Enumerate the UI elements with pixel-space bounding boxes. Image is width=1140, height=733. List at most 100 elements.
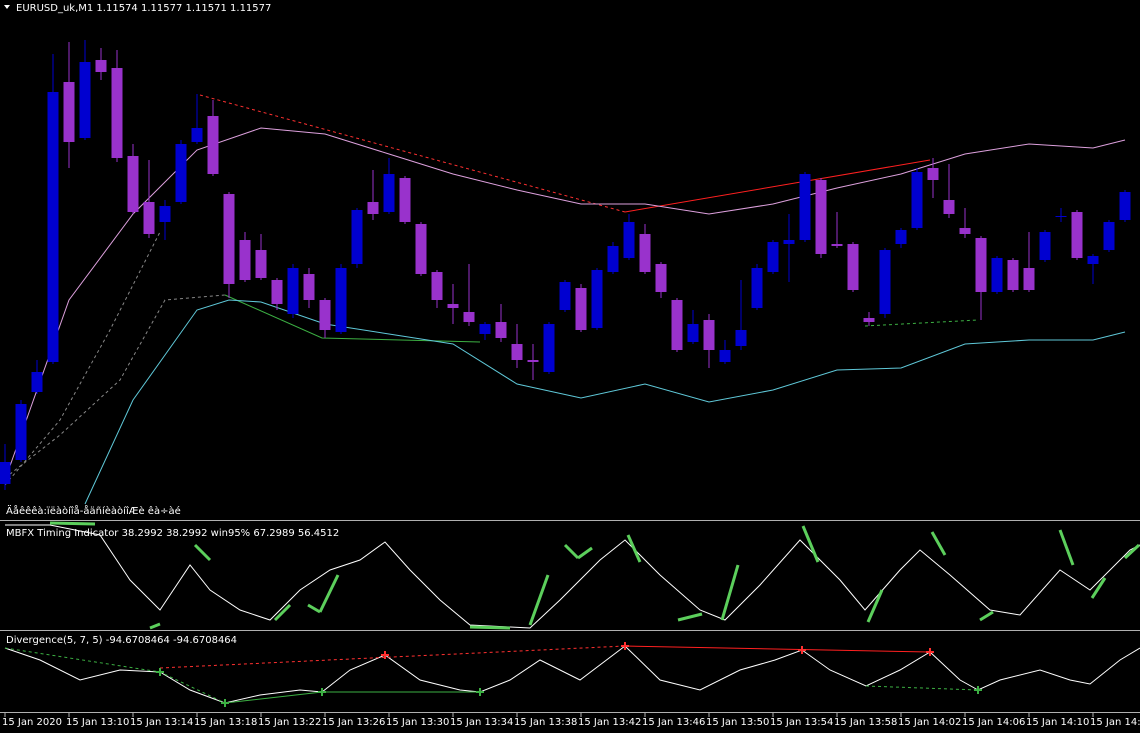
time-label: 15 Jan 13:30 (386, 717, 449, 728)
time-label: 15 Jan 14:02 (898, 717, 961, 728)
candle-body (159, 206, 171, 222)
candle-body (767, 242, 779, 272)
support-line (864, 319, 979, 327)
time-label: 15 Jan 13:42 (578, 717, 641, 728)
resistance-line (624, 159, 931, 213)
dropdown-arrow[interactable] (4, 5, 10, 9)
candle-body (799, 174, 811, 240)
candle-body (895, 230, 907, 244)
candle-body (431, 272, 443, 300)
candle-body (847, 244, 859, 290)
candle-body (1119, 192, 1131, 220)
candle-body (1071, 212, 1083, 258)
candle-body (447, 304, 459, 308)
candle-body (927, 168, 939, 180)
band-line (84, 299, 1126, 505)
candle-body (975, 238, 987, 292)
candle-body (271, 280, 283, 304)
candle-body (591, 270, 603, 328)
candle-body (127, 156, 139, 212)
time-label: 15 Jan 14:10 (1026, 717, 1089, 728)
candle-body (239, 240, 251, 280)
candle-body (575, 288, 587, 330)
candle-body (415, 224, 427, 274)
candle-body (479, 324, 491, 334)
time-label: 15 Jan 14:06 (962, 717, 1025, 728)
candle-body (1103, 222, 1115, 250)
candle-body (0, 462, 11, 484)
candle-body (1055, 216, 1067, 217)
candle-body (559, 282, 571, 310)
time-label: 15 Jan 13:34 (450, 717, 513, 728)
time-label: 15 Jan 14:14 (1090, 717, 1140, 728)
candle-body (639, 234, 651, 272)
candle-body (879, 250, 891, 314)
time-label: 15 Jan 13:26 (322, 717, 385, 728)
candle-body (47, 92, 59, 362)
candle-body (943, 200, 955, 214)
candle-body (399, 178, 411, 222)
candle-body (703, 320, 715, 350)
time-label: 15 Jan 13:50 (706, 717, 769, 728)
time-label: 15 Jan 13:18 (194, 717, 257, 728)
candle-body (383, 174, 395, 212)
candle-body (655, 264, 667, 292)
candle-body (815, 180, 827, 254)
time-label: 15 Jan 13:22 (258, 717, 321, 728)
candle-body (175, 144, 187, 202)
candle-body (991, 258, 1003, 292)
pane-title: MBFX Timing Indicator 38.2992 38.2992 wi… (6, 528, 339, 539)
timing-signals (49, 521, 1140, 630)
support-line (224, 294, 481, 343)
candle-body (1023, 268, 1035, 290)
candle-body (367, 202, 379, 214)
candle-body (335, 268, 347, 332)
candle-body (751, 268, 763, 308)
candle-body (463, 312, 475, 322)
indicator-note: Äåêêêà:ïëàòíîå-åäñíèàòíîÆè êà÷àé (6, 504, 181, 517)
candle-body (287, 268, 299, 314)
time-label: 15 Jan 13:10 (66, 717, 129, 728)
time-label: 15 Jan 13:14 (130, 717, 193, 728)
candle-body (63, 82, 75, 142)
candle-body (495, 322, 507, 338)
time-label: 15 Jan 13:58 (834, 717, 897, 728)
band-line (4, 127, 1126, 481)
time-label: 15 Jan 13:46 (642, 717, 705, 728)
symbol-header: EURUSD_uk,M1 1.11574 1.11577 1.11571 1.1… (16, 3, 271, 14)
candle-body (527, 360, 539, 362)
candle-body (303, 274, 315, 300)
candle-body (1039, 232, 1051, 260)
timing-curve (5, 524, 1140, 629)
time-label: 15 Jan 13:38 (514, 717, 577, 728)
candle-body (1087, 256, 1099, 264)
candle-body (543, 324, 555, 372)
candle-body (255, 250, 267, 278)
candle-body (143, 202, 155, 234)
divergence-markers (156, 642, 982, 707)
candle-body (79, 62, 91, 138)
candle-body (783, 240, 795, 244)
candle-body (207, 116, 219, 174)
candle-body (687, 324, 699, 342)
candle-body (15, 404, 27, 460)
candle-body (623, 222, 635, 258)
helper-line (4, 231, 161, 486)
pane-title: Divergence(5, 7, 5) -94.6708464 -94.6708… (6, 635, 237, 646)
candle-body (111, 68, 123, 158)
candle-body (719, 350, 731, 362)
candle-body (607, 246, 619, 272)
trend-lines (4, 94, 979, 486)
price-layer (0, 40, 1131, 505)
candle-body (351, 210, 363, 264)
candle-body (735, 330, 747, 346)
candle-body (831, 244, 843, 246)
candle-body (511, 344, 523, 360)
candle-body (863, 318, 875, 322)
candle-body (95, 60, 107, 72)
candle-body (223, 194, 235, 284)
candle-body (31, 372, 43, 392)
